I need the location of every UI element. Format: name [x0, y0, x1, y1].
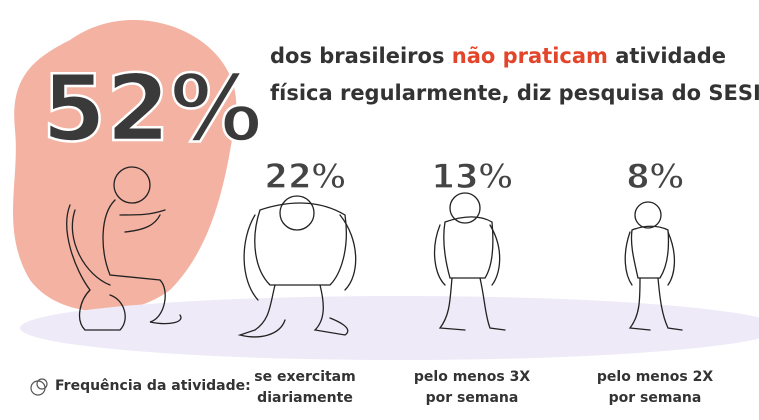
group-percent: 13% — [431, 157, 512, 197]
headline-text: dos brasileiros — [270, 44, 452, 68]
headline-line-1: dos brasileiros não praticam atividade — [270, 44, 726, 68]
legend: Frequência da atividade: — [30, 378, 251, 396]
figure-3x — [433, 192, 506, 331]
floor — [20, 296, 759, 360]
headline-text: atividade — [608, 44, 726, 68]
figure-2x — [624, 201, 683, 331]
main-percent: 52% — [42, 55, 262, 162]
group-label: pelo menos 3X — [414, 369, 530, 385]
salmon-blob — [13, 19, 237, 312]
group-percent: 22% — [264, 157, 345, 197]
group-label: por semana — [426, 390, 519, 406]
figure-daily — [237, 195, 357, 338]
group-label: pelo menos 2X — [597, 369, 713, 385]
group-percent: 8% — [626, 157, 684, 197]
group-label: se exercitam — [254, 369, 355, 385]
sitting-figure — [66, 166, 182, 331]
legend-icon — [30, 380, 46, 396]
group-label: por semana — [609, 390, 702, 406]
headline-highlight: não praticam — [452, 44, 608, 68]
legend-icon — [36, 378, 48, 390]
group-label: diariamente — [257, 390, 353, 406]
legend-text: Frequência da atividade: — [55, 378, 251, 394]
headline-line-2: física regularmente, diz pesquisa do SES… — [270, 81, 759, 105]
